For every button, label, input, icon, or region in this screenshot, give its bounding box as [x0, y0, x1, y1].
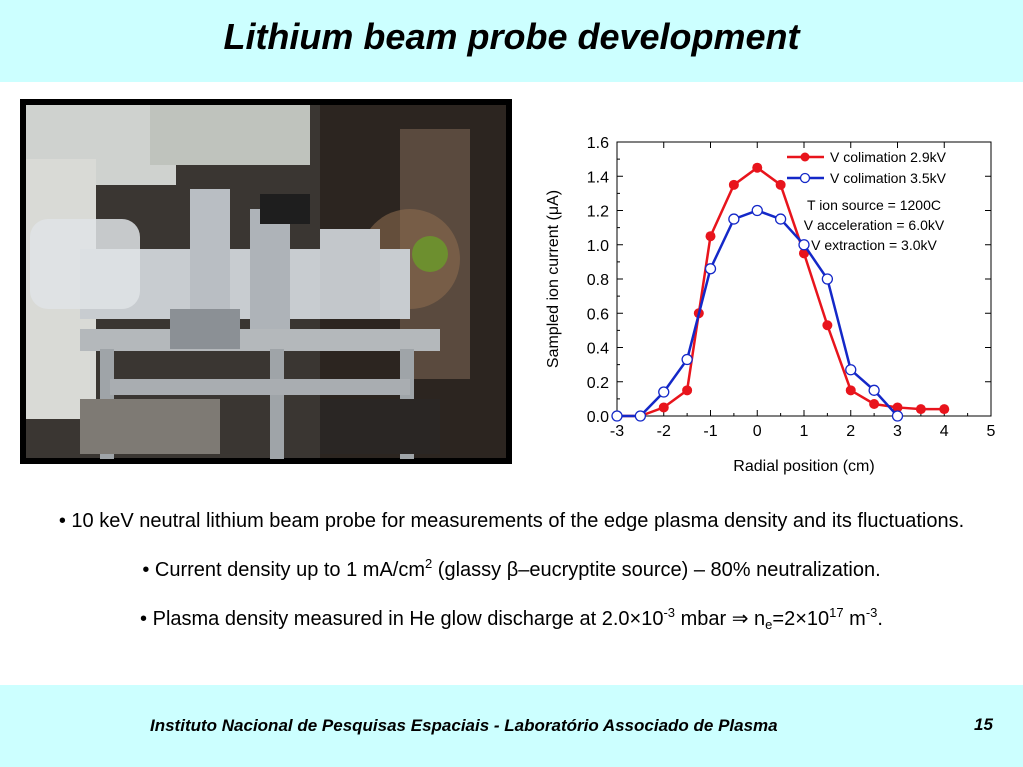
bullet-1: • 10 keV neutral lithium beam probe for … — [20, 506, 1003, 536]
footer-band — [0, 685, 1023, 767]
y-tick-label: 0.8 — [587, 272, 609, 289]
bullet-3-n: n — [748, 608, 766, 630]
bullet-3-exponent-3: -3 — [865, 605, 878, 621]
series-1-point — [869, 399, 880, 410]
bullet-3: • Plasma density measured in He glow dis… — [20, 604, 1003, 634]
y-tick-label: 1.6 — [587, 135, 609, 152]
bullet-2-suffix: –eucryptite source) – 80% neutralization… — [518, 559, 881, 581]
bullet-3-exponent-2: 17 — [829, 605, 844, 621]
legend: V colimation 2.9kV V colimation 3.5kV — [787, 149, 947, 186]
apparatus-photo — [20, 99, 512, 464]
series-1-point — [799, 248, 809, 259]
annotation-acceleration: V acceleration = 6.0kV — [804, 217, 945, 233]
series-2-point — [611, 410, 623, 422]
footer-institution: Instituto Nacional de Pesquisas Espaciai… — [150, 716, 778, 735]
series-1-point — [915, 404, 926, 415]
series-1-point — [705, 231, 716, 242]
series-2-point — [751, 204, 763, 217]
series-2-point — [868, 384, 880, 396]
x-tick-label: 1 — [800, 423, 809, 440]
beta-symbol: β — [506, 559, 519, 581]
series-1-point — [728, 179, 739, 190]
page-number: 15 — [974, 715, 993, 734]
series-2-point — [798, 239, 810, 251]
y-tick-label: 0.0 — [587, 409, 609, 426]
series-1-point — [892, 402, 903, 413]
x-axis-label: Radial position (cm) — [733, 458, 874, 475]
series-2-point — [704, 263, 717, 275]
y-tick-label: 0.2 — [587, 375, 609, 392]
bullet-3-text: • Plasma density measured in He glow dis… — [140, 608, 664, 630]
bullet-2-text: • Current density up to 1 mA/cm — [142, 559, 426, 581]
series-2-point — [681, 353, 693, 366]
bullet-3-mid: mbar — [675, 608, 732, 630]
bullet-3-unit: m — [843, 608, 866, 630]
series-2-point — [891, 410, 904, 422]
bullet-3-eq: =2×10 — [772, 608, 830, 630]
legend-marker-2 — [799, 172, 811, 184]
series-1-point — [658, 402, 669, 413]
title-band — [0, 0, 1023, 82]
annotation-extraction: V extraction = 3.0kV — [811, 237, 937, 253]
x-tick-label: -3 — [610, 423, 624, 440]
series-2-point — [845, 364, 857, 376]
series-1-point — [845, 385, 856, 396]
legend-label-2: V colimation 3.5kV — [830, 170, 947, 186]
bullet-3-subscript: e — [765, 616, 773, 632]
series-2-point — [634, 410, 647, 422]
bullet-3-end: . — [877, 608, 883, 630]
x-tick-label: -1 — [703, 423, 717, 440]
bullet-2-superscript: 2 — [425, 556, 433, 572]
series-2-point — [658, 386, 670, 398]
x-tick-label: 2 — [846, 423, 855, 440]
series-1-point — [939, 404, 950, 415]
x-tick-label: 4 — [940, 423, 949, 440]
bullet-1-text: • 10 keV neutral lithium beam probe for … — [58, 510, 965, 532]
x-tick-label: -2 — [657, 423, 671, 440]
bullet-list: • 10 keV neutral lithium beam probe for … — [20, 506, 1003, 653]
annotation-block: T ion source = 1200C V acceleration = 6.… — [804, 197, 945, 253]
series-2-point — [821, 273, 834, 285]
legend-label-1: V colimation 2.9kV — [830, 149, 947, 165]
y-tick-label: 1.0 — [587, 238, 609, 255]
bullet-2-mid: (glassy — [432, 559, 507, 581]
annotation-ion-source: T ion source = 1200C — [807, 197, 941, 213]
series-line-1 — [617, 166, 945, 418]
x-tick-label: 0 — [753, 423, 762, 440]
series-1-point — [752, 162, 763, 173]
series-1-point — [775, 179, 786, 190]
implies-arrow-icon: ⇒ — [731, 608, 749, 630]
y-tick-label: 0.4 — [587, 341, 609, 358]
y-tick-label: 1.4 — [587, 169, 609, 186]
y-tick-label: 0.6 — [587, 306, 609, 323]
x-tick-label: 5 — [987, 423, 996, 440]
y-tick-label: 1.2 — [587, 204, 609, 221]
bullet-2: • Current density up to 1 mA/cm2 (glassy… — [20, 555, 1003, 585]
series-1-point — [682, 385, 693, 396]
x-tick-label: 3 — [893, 423, 902, 440]
series-2-point — [774, 213, 787, 225]
ion-current-chart: -3 -2 -1 0 1 2 3 4 5 0.0 0.2 0.4 0.6 0.8 1.0 1.2 1.4 1.6… — [545, 135, 996, 475]
legend-marker-1 — [800, 152, 810, 162]
y-axis-label: Sampled ion current (μA) — [545, 190, 562, 368]
series-2-point — [728, 213, 740, 225]
slide-title: Lithium beam probe development — [223, 16, 800, 57]
bullet-3-exponent-1: -3 — [663, 605, 676, 621]
series-1-point — [822, 320, 833, 331]
